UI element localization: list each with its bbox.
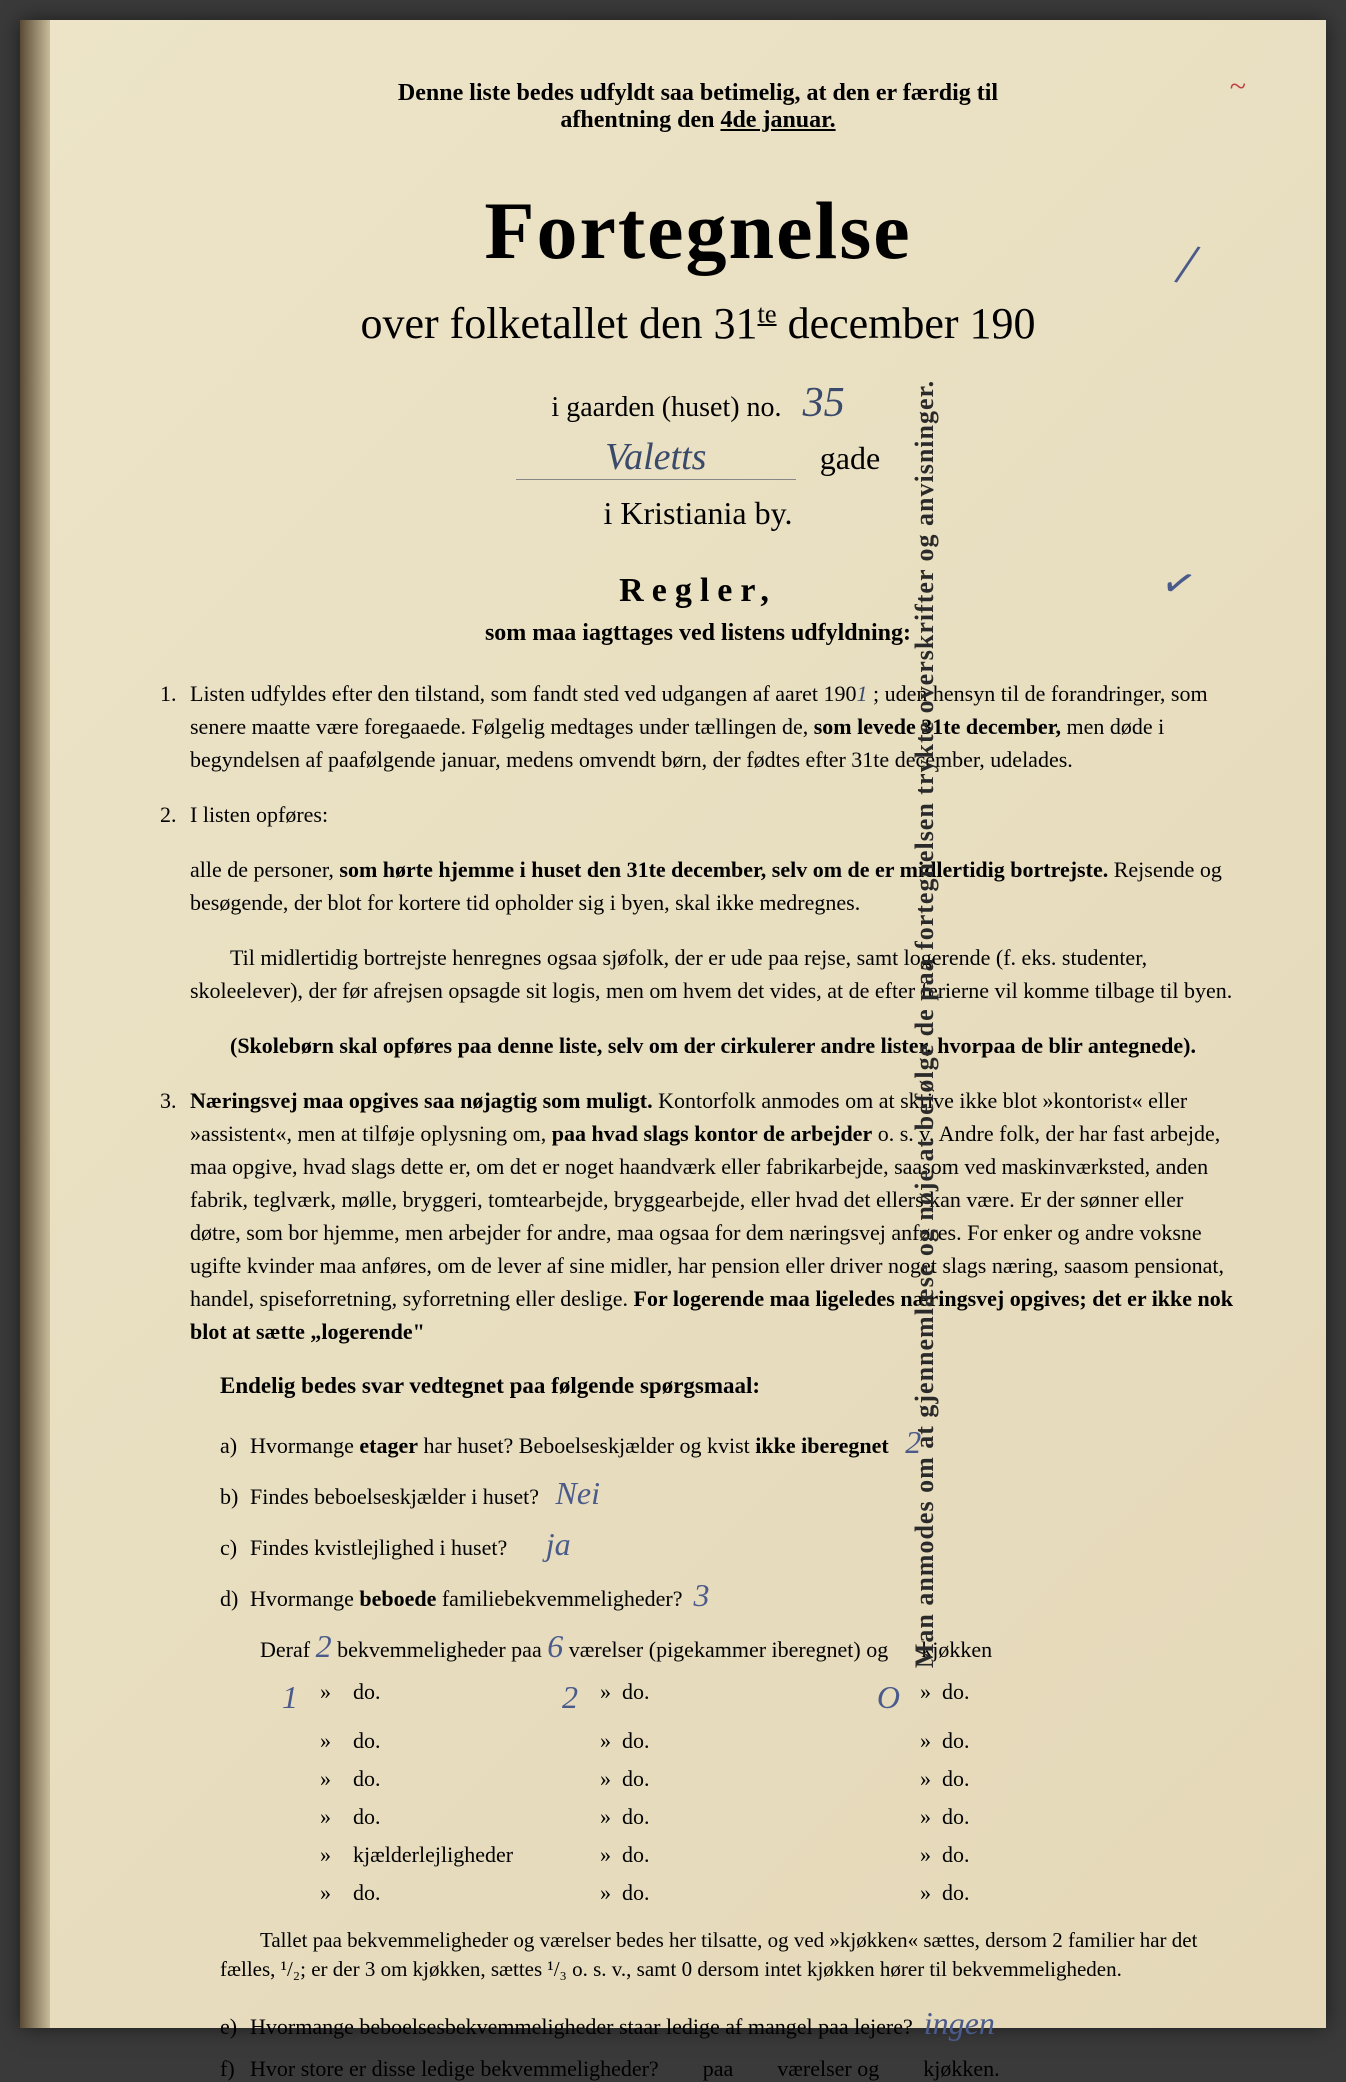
house-line: i gaarden (huset) no. 35 xyxy=(160,379,1236,427)
census-form-page: ~ / ✓ Man anmodes om at gjennemlæse og n… xyxy=(20,20,1326,2028)
question-f: f)Hvor store er disse ledige bekvemmelig… xyxy=(160,2056,1236,2082)
question-e: e)Hvormange beboelsesbekvemmeligheder st… xyxy=(160,2005,1236,2042)
answer-d: 3 xyxy=(694,1577,710,1614)
red-mark: ~ xyxy=(1230,70,1246,104)
answer-c: ja xyxy=(546,1526,571,1563)
street-suffix: gade xyxy=(820,440,880,476)
footer-note: Tallet paa bekvemmeligheder og værelser … xyxy=(160,1926,1236,1985)
table-row: » do.» do.» do. xyxy=(160,1766,1236,1792)
rule-num: 3. xyxy=(160,1084,190,1117)
rule-2-para2: Til midlertidig bortrejste henregnes ogs… xyxy=(160,941,1236,1007)
house-prefix: i gaarden (huset) no. xyxy=(551,392,781,423)
rule-3: 3.Næringsvej maa opgives saa nøjagtig so… xyxy=(160,1084,1236,1348)
house-number-handwritten: 35 xyxy=(803,380,845,426)
deraf-line: Deraf 2 bekvemmeligheder paa 6 værelser … xyxy=(160,1628,1236,1665)
top-note-date: 4de januar. xyxy=(720,107,835,133)
subtitle-prefix: over folketallet den 31 xyxy=(360,299,757,348)
question-a: a)Hvormange etager har huset? Beboelsesk… xyxy=(160,1424,1236,1461)
table-row: » do.» do.» do. xyxy=(160,1880,1236,1906)
rule-num: 1. xyxy=(160,677,190,710)
question-d: d)Hvormange beboede familiebekvemmelighe… xyxy=(160,1577,1236,1614)
rule-2-intro: 2.I listen opføres: xyxy=(160,798,1236,831)
rule-1: 1.Listen udfyldes efter den tilstand, so… xyxy=(160,677,1236,776)
table-row: 1» do.2» do.O» do. xyxy=(160,1679,1236,1716)
answer-b: Nei xyxy=(556,1475,600,1512)
top-note: Denne liste bedes udfyldt saa betimelig,… xyxy=(160,80,1236,134)
answer-e: ingen xyxy=(924,2005,995,2042)
question-c: c)Findes kvistlejlighed i huset? ja xyxy=(160,1526,1236,1563)
city-line: i Kristiania by. xyxy=(160,495,1236,532)
subtitle: over folketallet den 31te december 190 xyxy=(160,298,1236,349)
rules-subtitle: som maa iagttages ved listens udfyldning… xyxy=(160,620,1236,647)
rule-num: 2. xyxy=(160,798,190,831)
rule-2-para3: (Skolebørn skal opføres paa denne liste,… xyxy=(160,1029,1236,1062)
top-note-line1: Denne liste bedes udfyldt saa betimelig,… xyxy=(398,80,998,106)
table-row: » do.» do.» do. xyxy=(160,1804,1236,1830)
main-title: Fortegnelse xyxy=(160,184,1236,278)
top-note-line2-prefix: afhentning den xyxy=(560,107,720,133)
question-b: b)Findes beboelseskjælder i huset? Nei xyxy=(160,1475,1236,1512)
subtitle-mid: december 190 xyxy=(777,299,1036,348)
subtitle-sup: te xyxy=(758,298,777,328)
table-row: » do.» do.» do. xyxy=(160,1728,1236,1754)
rule-2-para1: alle de personer, som hørte hjemme i hus… xyxy=(160,853,1236,919)
table-row: » kjælderlejligheder» do.» do. xyxy=(160,1842,1236,1868)
street-name-handwritten: Valetts xyxy=(516,435,796,480)
street-line: Valetts gade xyxy=(160,435,1236,480)
questions-title: Endelig bedes svar vedtegnet paa følgend… xyxy=(220,1373,1236,1399)
year-hw: 1 xyxy=(857,681,868,706)
rules-title: Regler, xyxy=(160,572,1236,610)
margin-instruction: Man anmodes om at gjennemlæse og nøje at… xyxy=(910,174,940,1874)
dwelling-table: 1» do.2» do.O» do. » do.» do.» do. » do.» … xyxy=(160,1679,1236,1906)
